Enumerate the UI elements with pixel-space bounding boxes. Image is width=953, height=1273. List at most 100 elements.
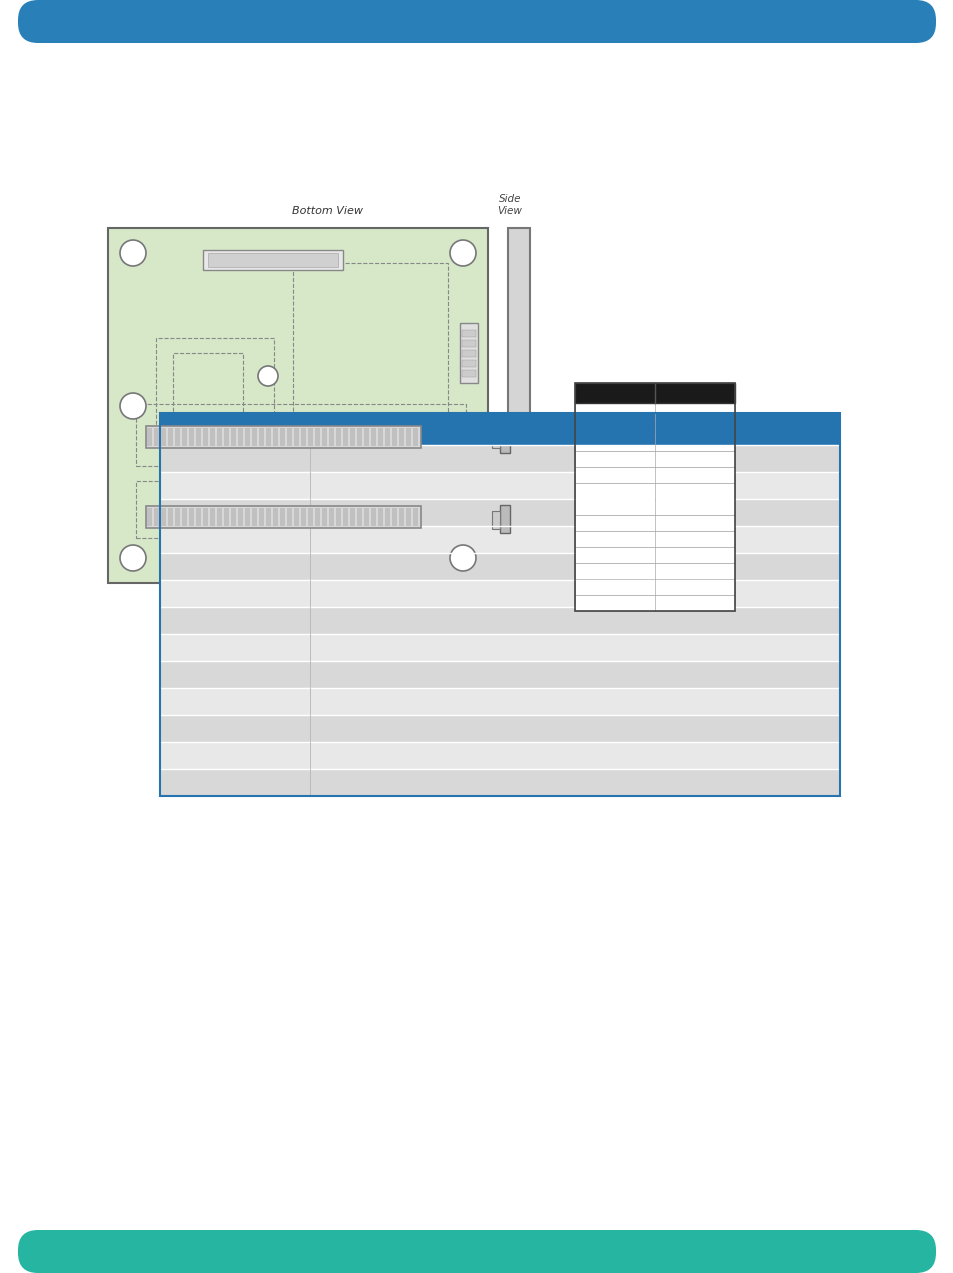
Text: IDE(PATA): IDE(PATA) xyxy=(659,406,706,416)
Bar xyxy=(499,421,510,453)
Bar xyxy=(301,508,306,526)
Text: X1A: X1A xyxy=(436,491,459,504)
Bar xyxy=(136,404,465,466)
Bar xyxy=(203,250,343,270)
Bar xyxy=(293,264,448,498)
Bar xyxy=(398,508,403,526)
Text: X1B: X1B xyxy=(662,387,691,400)
Bar xyxy=(231,508,235,526)
Text: USB: USB xyxy=(579,454,599,463)
Bar xyxy=(406,508,411,526)
Bar xyxy=(160,687,840,715)
Bar xyxy=(575,383,734,611)
Text: LPC: LPC xyxy=(579,486,598,496)
Bar xyxy=(168,508,172,526)
Bar xyxy=(314,428,319,446)
Text: X1A: X1A xyxy=(583,387,611,400)
Bar xyxy=(371,428,375,446)
Bar xyxy=(575,516,734,531)
Bar xyxy=(160,661,840,687)
Bar xyxy=(210,428,214,446)
Bar xyxy=(160,412,840,446)
Bar xyxy=(245,428,250,446)
Bar xyxy=(350,508,355,526)
Bar xyxy=(195,508,201,526)
Circle shape xyxy=(120,393,146,419)
Bar xyxy=(237,428,243,446)
Bar xyxy=(575,404,734,419)
Text: SMBus: SMBus xyxy=(579,502,612,512)
Text: SPI: SPI xyxy=(579,598,595,608)
Bar xyxy=(280,508,285,526)
Bar xyxy=(182,508,187,526)
Bar xyxy=(343,428,348,446)
Bar xyxy=(160,607,840,634)
Bar xyxy=(266,428,271,446)
Bar xyxy=(322,428,327,446)
Bar xyxy=(575,531,734,547)
Bar xyxy=(273,428,277,446)
Bar xyxy=(224,428,229,446)
Bar xyxy=(195,428,201,446)
Bar xyxy=(492,426,499,448)
Bar xyxy=(575,419,734,435)
Bar xyxy=(499,505,510,533)
Bar xyxy=(210,508,214,526)
Bar xyxy=(160,715,840,742)
Bar xyxy=(335,508,340,526)
Bar xyxy=(245,508,250,526)
Bar xyxy=(231,428,235,446)
Bar xyxy=(147,428,152,446)
Bar xyxy=(294,428,298,446)
Bar xyxy=(575,451,734,467)
Bar xyxy=(461,340,476,348)
Text: X1B: X1B xyxy=(539,433,564,446)
Bar xyxy=(406,428,411,446)
Text: GbE: GbE xyxy=(579,406,599,416)
Text: X1B: X1B xyxy=(436,411,459,424)
Bar xyxy=(575,499,734,516)
Bar xyxy=(575,435,734,451)
Bar xyxy=(575,482,734,499)
Bar xyxy=(398,428,403,446)
Bar xyxy=(252,508,256,526)
Bar xyxy=(153,428,159,446)
Bar xyxy=(575,547,734,563)
Bar xyxy=(329,508,334,526)
Bar xyxy=(108,228,488,583)
Text: XL012: XL012 xyxy=(740,621,772,631)
Bar xyxy=(377,508,382,526)
Bar xyxy=(461,350,476,356)
Bar xyxy=(413,428,417,446)
Bar xyxy=(172,353,243,418)
Bar xyxy=(174,508,180,526)
Bar xyxy=(377,428,382,446)
Bar xyxy=(461,360,476,367)
Bar xyxy=(160,499,840,526)
Text: PCIe: PCIe xyxy=(579,550,601,560)
Bar xyxy=(392,428,396,446)
Bar xyxy=(356,428,361,446)
Bar xyxy=(356,508,361,526)
Bar xyxy=(575,594,734,611)
Bar xyxy=(575,467,734,482)
Bar xyxy=(182,428,187,446)
Bar xyxy=(160,742,840,769)
Bar xyxy=(224,508,229,526)
Bar xyxy=(237,508,243,526)
FancyBboxPatch shape xyxy=(18,0,935,43)
Bar xyxy=(160,634,840,661)
Bar xyxy=(385,508,390,526)
Bar xyxy=(385,428,390,446)
Bar xyxy=(301,428,306,446)
Bar xyxy=(189,508,193,526)
Text: AC/HDA: AC/HDA xyxy=(579,438,618,448)
Bar xyxy=(160,472,840,499)
Bar xyxy=(335,428,340,446)
Circle shape xyxy=(257,367,277,386)
Bar xyxy=(168,428,172,446)
Bar xyxy=(329,428,334,446)
Bar xyxy=(174,428,180,446)
Bar xyxy=(308,428,313,446)
Bar xyxy=(160,412,840,796)
